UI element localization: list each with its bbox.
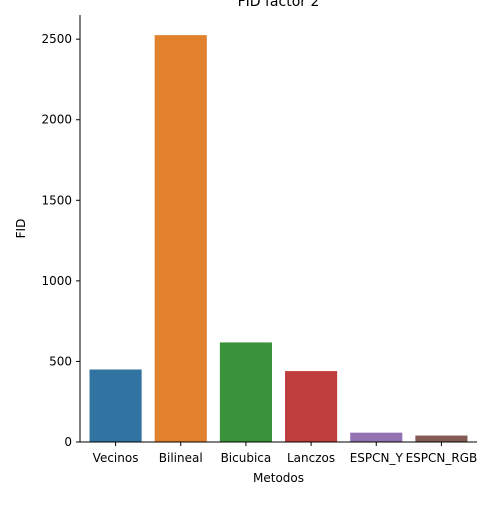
y-axis-label: FID [14, 219, 28, 239]
x-tick-label: Lanczos [287, 451, 335, 465]
bar-espcn-y [350, 432, 403, 442]
x-axis-label: Metodos [253, 471, 304, 485]
bar-bilineal [154, 35, 207, 442]
bar-espcn-rgb [415, 435, 468, 442]
y-tick-label: 500 [49, 354, 72, 368]
y-tick-label: 2000 [41, 113, 72, 127]
y-tick-label: 1000 [41, 274, 72, 288]
bar-vecinos [89, 369, 142, 442]
x-tick-label: Bilineal [159, 451, 203, 465]
y-tick-label: 2500 [41, 32, 72, 46]
x-tick-label: Vecinos [93, 451, 139, 465]
x-axis-ticks: Vecinos Bilineal Bicubica Lanczos ESPCN_Y ESP… [93, 442, 478, 465]
x-tick-label: ESPCN_Y [350, 451, 404, 465]
bars-layer [89, 35, 468, 442]
x-tick-label: Bicubica [221, 451, 272, 465]
bar-lanczos [285, 371, 338, 442]
x-tick-label: ESPCN_RGB [406, 451, 478, 465]
y-axis-ticks: 0 500 1000 1500 2000 2500 [41, 32, 80, 449]
y-tick-label: 0 [64, 435, 72, 449]
chart-title: FID factor 2 [238, 0, 320, 10]
y-tick-label: 1500 [41, 193, 72, 207]
bar-bicubica [219, 342, 272, 442]
